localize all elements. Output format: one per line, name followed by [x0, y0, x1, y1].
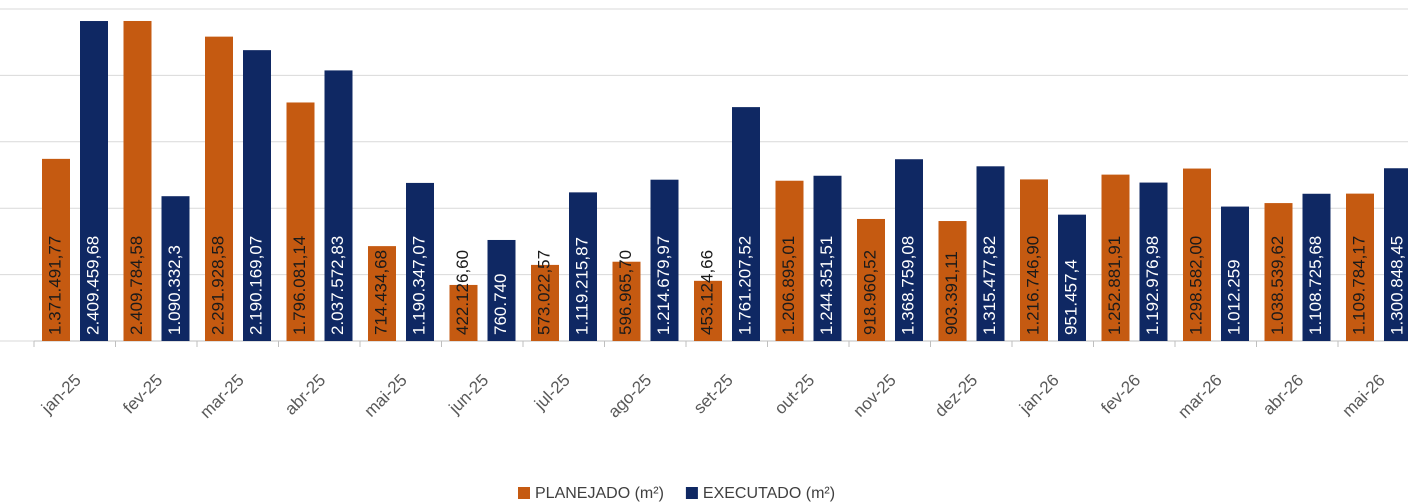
- bar: [449, 284, 478, 341]
- bar: [406, 182, 434, 341]
- data-label: 1.796.081,14: [290, 236, 309, 335]
- legend-label: EXECUTADO (m²): [703, 485, 835, 502]
- data-label: 596.965,70: [616, 250, 635, 335]
- x-tick-label: abr-26: [1259, 371, 1307, 419]
- data-label: 1.300.848,45: [1387, 236, 1406, 335]
- bar: [205, 36, 233, 341]
- bar: [531, 264, 559, 341]
- bar: [42, 158, 70, 341]
- data-label: 2.190.169,07: [246, 236, 265, 335]
- legend-swatch: [518, 487, 530, 499]
- legend-swatch: [685, 487, 698, 499]
- x-tick-label: jun-25: [445, 371, 493, 419]
- data-label: 573.022,57: [534, 250, 553, 335]
- bar: [938, 221, 967, 341]
- bar: [1101, 174, 1130, 341]
- data-label: 1.190.347,07: [409, 236, 428, 335]
- x-tick-label: jan-26: [1015, 371, 1063, 419]
- x-tick-label: out-25: [771, 371, 819, 419]
- data-label: 1.109.784,17: [1349, 236, 1368, 335]
- bar: [976, 166, 1005, 341]
- x-tick-label: fev-26: [1097, 371, 1144, 418]
- data-label: 1.761.207,52: [735, 236, 754, 335]
- bar: [161, 196, 190, 341]
- bar: [1264, 203, 1293, 341]
- x-tick-label: fev-25: [119, 371, 166, 418]
- x-tick-label: mai-25: [361, 371, 411, 421]
- bar: [650, 179, 679, 341]
- bar: [775, 180, 804, 341]
- data-label: 2.291.928,58: [208, 236, 227, 335]
- data-label: 1.368.759,08: [898, 236, 917, 335]
- bar: [895, 159, 923, 341]
- data-label: 2.409.784,58: [127, 236, 146, 335]
- data-label: 1.315.477,82: [980, 236, 999, 335]
- data-label: 1.244.351,51: [817, 236, 836, 335]
- data-label: 2.037.572,83: [328, 236, 347, 335]
- bar: [286, 102, 315, 341]
- bar: [569, 192, 597, 341]
- x-tick-label: ago-25: [604, 371, 655, 422]
- x-tick-label: jul-25: [530, 371, 574, 415]
- bar: [1221, 206, 1249, 341]
- bar: [694, 280, 722, 341]
- data-label: 1.192.976,98: [1143, 236, 1162, 335]
- bar: [1346, 193, 1374, 341]
- x-tick-label: mai-26: [1339, 371, 1389, 421]
- data-label: 1.090.332,3: [165, 245, 184, 335]
- x-tick-label: jan-25: [37, 371, 85, 419]
- legend-label: PLANEJADO (m²): [535, 485, 664, 502]
- data-label: 1.371.491,77: [45, 236, 64, 335]
- data-label: 1.216.746,90: [1023, 236, 1042, 335]
- bar: [1183, 168, 1211, 341]
- bar: [80, 21, 108, 342]
- data-label: 1.119.215,87: [572, 237, 591, 335]
- data-label: 2.409.459,68: [83, 236, 102, 335]
- bar: [612, 261, 641, 341]
- bar: [1384, 168, 1408, 341]
- bar: [487, 239, 516, 341]
- x-tick-label: mar-26: [1174, 371, 1226, 423]
- bar: [1020, 179, 1048, 341]
- bar: [243, 50, 271, 342]
- data-label: 1.038.539,62: [1268, 236, 1287, 335]
- data-label: 1.252.881,91: [1105, 236, 1124, 335]
- bar: [857, 218, 885, 341]
- data-label: 1.206.895,01: [779, 236, 798, 335]
- bar: [732, 107, 760, 342]
- data-label: 714.434,68: [371, 250, 390, 335]
- data-label: 760.740: [491, 274, 510, 335]
- data-label: 1.012.259: [1224, 259, 1243, 335]
- data-label: 918.960,52: [860, 250, 879, 335]
- bar: [1302, 193, 1331, 341]
- bar: [813, 175, 842, 341]
- data-label: 1.108.725,68: [1306, 236, 1325, 335]
- bar: [324, 70, 353, 341]
- data-label: 951.457,4: [1061, 259, 1080, 335]
- data-label: 1.298.582,00: [1186, 236, 1205, 335]
- x-tick-label: set-25: [690, 371, 737, 418]
- x-tick-label: abr-25: [281, 371, 329, 419]
- data-label: 1.214.679,97: [654, 236, 673, 335]
- bar: [123, 20, 152, 341]
- data-label: 903.391,11: [942, 251, 961, 335]
- x-tick-label: dez-25: [931, 371, 981, 421]
- bar: [1139, 182, 1168, 341]
- bar: [1058, 214, 1086, 341]
- x-tick-label: nov-25: [850, 371, 900, 421]
- data-label: 422.126,60: [453, 250, 472, 335]
- data-label: 453.124,66: [697, 250, 716, 335]
- x-tick-label: mar-25: [196, 371, 248, 423]
- bar: [368, 246, 396, 341]
